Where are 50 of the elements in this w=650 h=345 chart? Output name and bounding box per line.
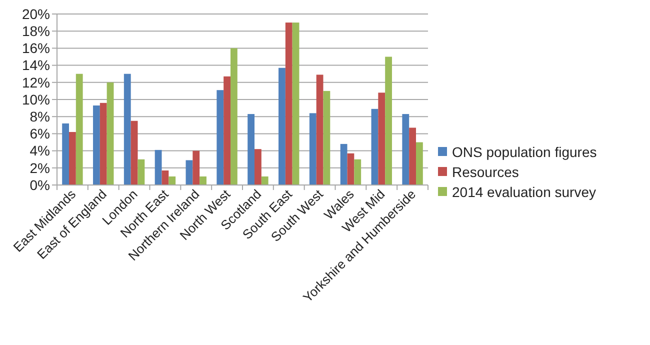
y-tick-label: 14% [22, 57, 50, 74]
bar [224, 76, 230, 185]
y-tick-label: 6% [30, 126, 50, 142]
y-tick-label: 20% [22, 6, 50, 22]
legend-label: Resources [452, 164, 519, 180]
bar [261, 176, 268, 185]
y-tick-label: 10% [22, 91, 50, 108]
bar [354, 159, 362, 185]
bar [309, 113, 316, 185]
bar [162, 170, 169, 185]
bar [278, 68, 286, 185]
bar [76, 74, 83, 185]
bar [347, 153, 354, 185]
y-tick-label: 8% [30, 108, 50, 124]
y-tick-label: 2% [30, 160, 50, 176]
bar [292, 22, 300, 185]
bar [378, 92, 386, 185]
bar [93, 105, 100, 185]
bar [285, 22, 292, 185]
bar [316, 74, 324, 185]
bar [106, 82, 114, 185]
bar [323, 90, 330, 185]
y-tick-label: 12% [22, 74, 50, 90]
bar [100, 102, 107, 185]
bar [409, 128, 416, 185]
y-tick-label: 4% [30, 142, 50, 159]
bar [254, 149, 262, 185]
legend-label: 2014 evaluation survey [452, 184, 596, 200]
bar [216, 90, 224, 185]
y-tick-label: 18% [22, 23, 50, 39]
bar [154, 150, 162, 185]
bar [138, 159, 145, 185]
bar [248, 114, 255, 185]
y-tick-label: 0% [30, 176, 50, 193]
bar [168, 176, 176, 185]
bar [62, 123, 70, 185]
legend-label: ONS population figures [452, 144, 597, 160]
bar [186, 160, 193, 185]
y-tick-label: 16% [22, 40, 50, 56]
bar [371, 108, 378, 185]
bar [385, 56, 392, 185]
bar [402, 114, 410, 185]
bar [230, 48, 238, 185]
bar [192, 150, 200, 185]
bar [124, 74, 131, 185]
bar [69, 132, 76, 185]
bar [416, 142, 423, 185]
bar [130, 120, 138, 185]
bar [340, 144, 348, 185]
bar [200, 176, 206, 185]
